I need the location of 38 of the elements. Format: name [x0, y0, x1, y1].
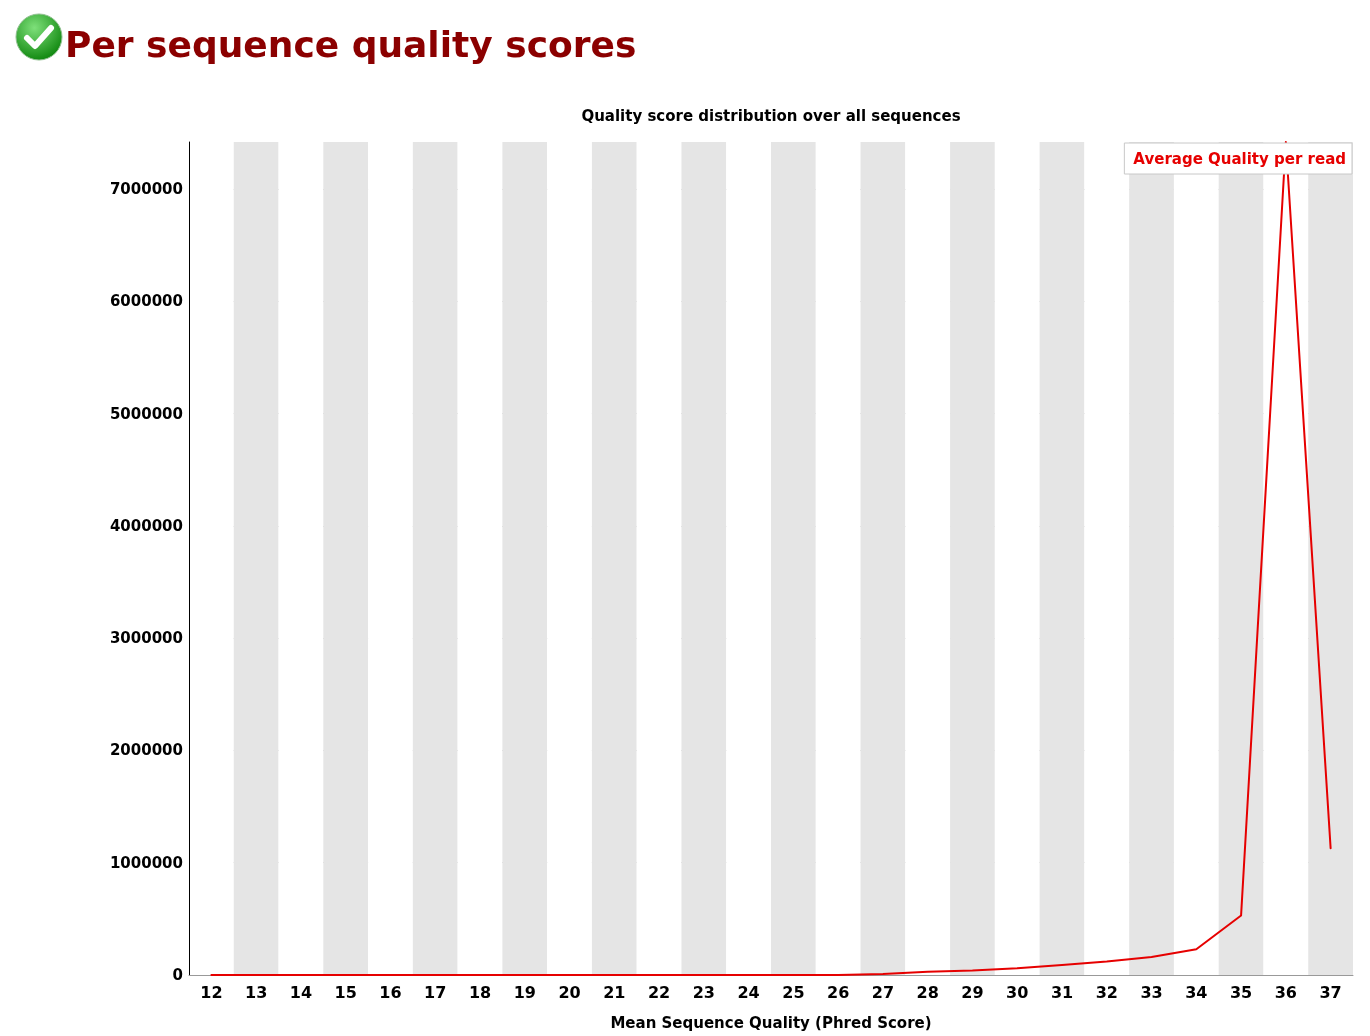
x-tick-label: 27: [871, 982, 895, 1002]
x-tick-label: 15: [334, 982, 357, 1002]
chart-subtitle: Quality score distribution over all sequences: [581, 106, 961, 125]
x-tick-label: 35: [1229, 982, 1253, 1002]
x-tick-label: 19: [513, 982, 536, 1002]
x-tick-label: 26: [827, 982, 850, 1002]
x-tick-label: 23: [692, 982, 715, 1002]
x-axis-title: Mean Sequence Quality (Phred Score): [610, 1013, 932, 1032]
y-tick-label: 2000000: [109, 741, 183, 760]
x-tick-label: 28: [916, 982, 939, 1002]
text: Average Quality per read: [1133, 149, 1347, 168]
x-tick-label: 25: [782, 982, 805, 1002]
y-tick-label: 3000000: [109, 629, 183, 648]
x-tick-label: 34: [1185, 982, 1208, 1002]
y-tick-label: 4000000: [109, 516, 183, 535]
x-tick-label: 37: [1319, 982, 1342, 1002]
x-tick-label: 20: [558, 982, 581, 1002]
x-tick-label: 24: [737, 982, 760, 1002]
x-tick-label: 36: [1274, 982, 1297, 1002]
y-tick-label: 1000000: [109, 853, 183, 872]
x-tick-label: 13: [245, 982, 268, 1002]
x-tick-label: 30: [1006, 982, 1029, 1002]
y-tick-label: 7000000: [109, 180, 183, 199]
x-tick-label: 29: [961, 982, 984, 1002]
x-tick-label: 14: [289, 982, 313, 1002]
x-tick-label: 31: [1050, 982, 1074, 1002]
y-tick-label: 5000000: [109, 404, 183, 423]
x-tick-label: 22: [647, 982, 671, 1002]
chart-title: Per sequence quality scores: [65, 23, 637, 65]
x-tick-label: 18: [468, 982, 492, 1002]
y-tick-label: 0: [172, 966, 183, 984]
x-tick-label: 17: [424, 982, 447, 1002]
x-tick-label: 33: [1140, 982, 1163, 1002]
x-tick-label: 32: [1095, 982, 1118, 1002]
y-tick-label: 6000000: [109, 292, 183, 311]
x-tick-label: 21: [603, 982, 626, 1002]
x-tick-label: 16: [379, 982, 402, 1002]
x-tick-label: 12: [200, 982, 223, 1002]
